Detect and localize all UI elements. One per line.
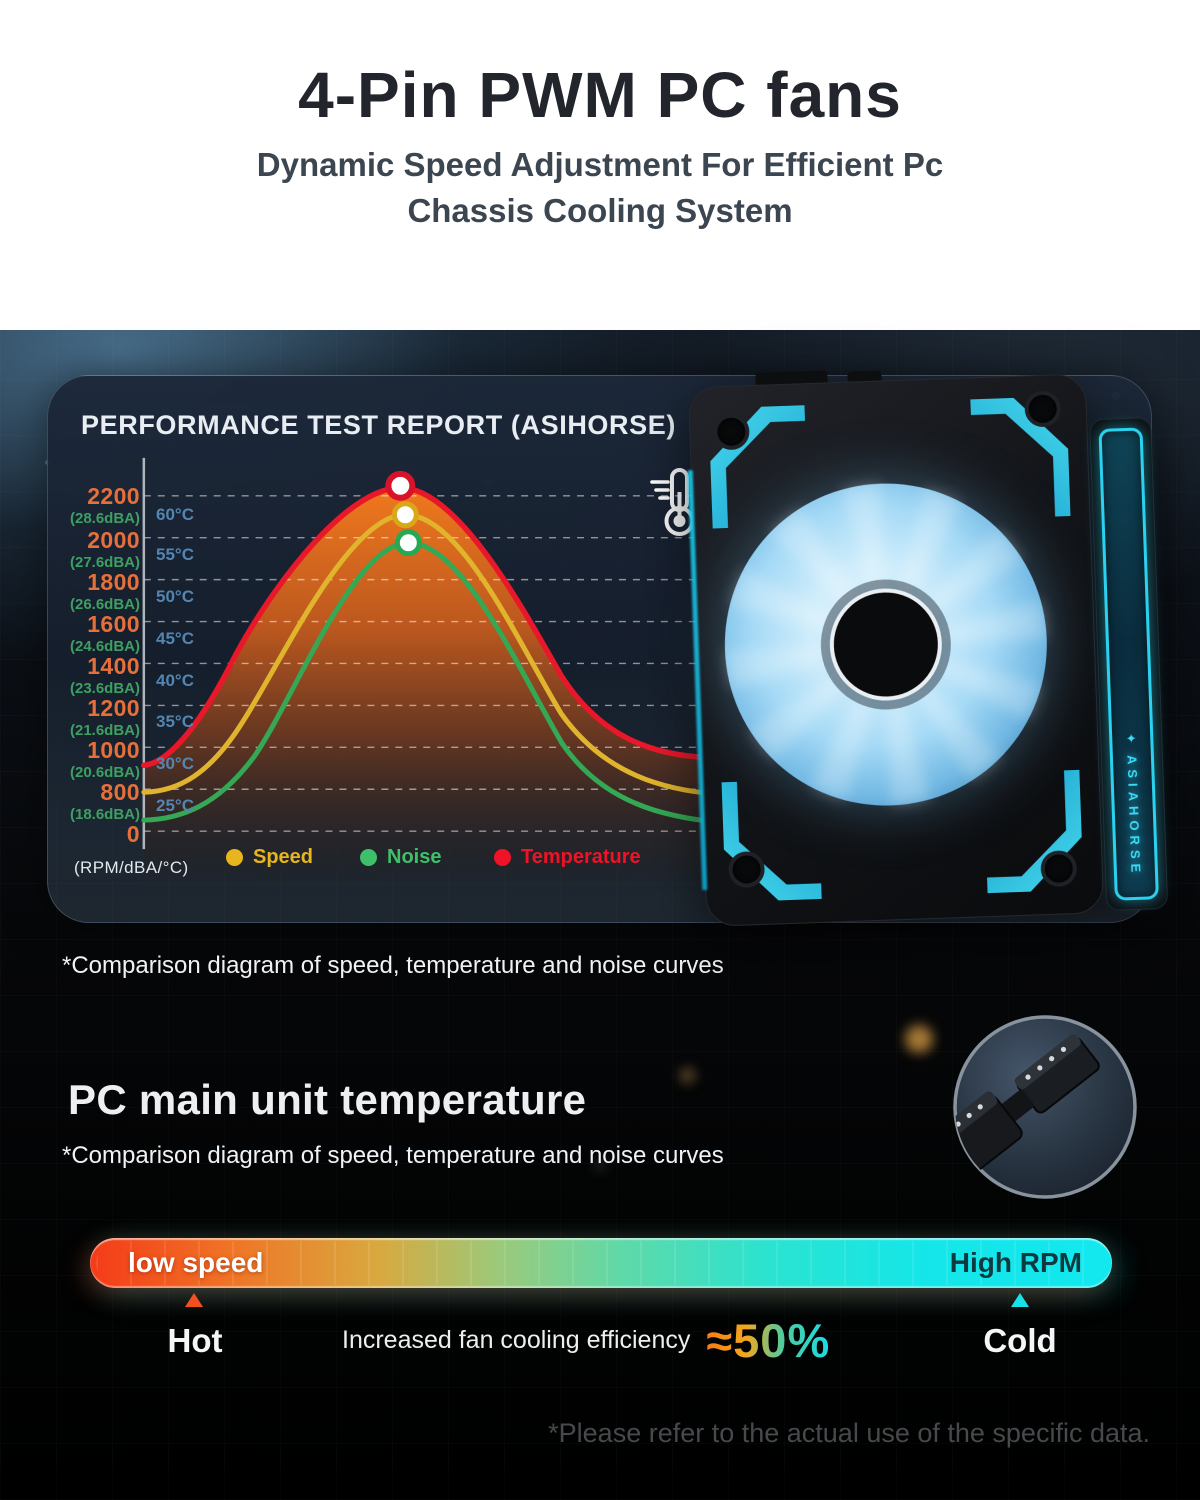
speed-gradient-bar: low speed High RPM: [90, 1238, 1112, 1288]
y-label-row: 1600 (24.6dBA): [69, 611, 140, 655]
chart-caption: *Comparison diagram of speed, temperatur…: [62, 952, 724, 979]
low-speed-label: low speed: [128, 1247, 264, 1278]
temp-tick: 40°C: [156, 671, 194, 690]
bokeh-dot: [595, 1160, 605, 1170]
footer-disclaimer: *Please refer to the actual use of the s…: [548, 1418, 1150, 1448]
speed-legend-dot-icon: [226, 849, 243, 866]
page-title: 4-Pin PWM PC fans: [298, 59, 902, 131]
axis-units-label: (RPM/dBA/°C): [74, 858, 189, 877]
efficiency-value: ≈50%: [706, 1313, 831, 1367]
y-label-row: 1000 (20.6dBA): [69, 737, 140, 781]
efficiency-statement: Increased fan cooling efficiency ≈50%: [342, 1308, 830, 1372]
asiahorse-logo-icon: ✦: [1125, 730, 1137, 746]
noise-peak-dot: [394, 529, 422, 557]
cold-label: Cold: [983, 1322, 1057, 1359]
bokeh-dot: [680, 1068, 695, 1083]
legend-item-speed: Speed: [226, 846, 313, 869]
y-label-row: 1800 (26.6dBA): [69, 569, 140, 613]
temperature-legend-dot-icon: [494, 849, 511, 866]
gridlines: [143, 495, 1065, 832]
y-label-row: 1400 (23.6dBA): [69, 653, 140, 697]
legend-label: Temperature: [521, 846, 641, 868]
header: 4-Pin PWM PC fans Dynamic Speed Adjustme…: [0, 0, 1200, 330]
subtitle-line-2: Chassis Cooling System: [407, 191, 793, 229]
dark-section: PERFORMANCE TEST REPORT (ASIHORSE): [0, 330, 1200, 1500]
fan-brand-text: ASIAHORSE: [1124, 754, 1144, 878]
report-title: PERFORMANCE TEST REPORT (ASIHORSE): [81, 410, 676, 440]
temp-tick: 60°C: [156, 505, 194, 524]
temp-tick: 50°C: [156, 587, 194, 606]
temp-tick: 45°C: [156, 629, 194, 648]
temp-tick: 25°C: [156, 796, 194, 815]
hot-marker-icon: [185, 1293, 203, 1307]
performance-chart: [141, 457, 1065, 896]
speed-peak-dot: [391, 501, 419, 529]
y-label-row: 2200 (28.6dBA): [69, 483, 140, 527]
y-label-row: 1200 (21.6dBA): [69, 695, 140, 739]
y-label-row: 2000 (27.6dBA): [69, 527, 140, 571]
cold-marker-icon: [1011, 1293, 1029, 1307]
fan-side-light-bar: ✦ ASIAHORSE: [1098, 427, 1159, 901]
legend-label: Speed: [253, 846, 314, 868]
bokeh-dot: [905, 1025, 933, 1053]
temp-tick: 35°C: [156, 712, 194, 731]
y-label-row: 800 (18.6dBA): [69, 779, 140, 823]
subtitle-line-1: Dynamic Speed Adjustment For Efficient P…: [256, 146, 944, 183]
legend-item-temperature: Temperature: [494, 846, 641, 869]
noise-legend-dot-icon: [360, 849, 377, 866]
pwm-connector-badge: [950, 1015, 1137, 1202]
temperature-peak-dot: [385, 470, 416, 501]
legend-label: Noise: [387, 846, 442, 868]
high-rpm-label: High RPM: [949, 1247, 1082, 1278]
y-label-row: 0: [126, 821, 140, 847]
fan-brand: ✦ ASIAHORSE: [1112, 730, 1155, 878]
efficiency-text: Increased fan cooling efficiency: [342, 1325, 691, 1354]
legend-item-noise: Noise: [360, 846, 441, 869]
page-subtitle: Dynamic Speed Adjustment For Efficient P…: [0, 142, 1200, 233]
temp-tick: 55°C: [156, 545, 194, 564]
section-caption: *Comparison diagram of speed, temperatur…: [62, 1142, 724, 1169]
hot-label: Hot: [167, 1322, 223, 1359]
section-title: PC main unit temperature: [68, 1076, 587, 1123]
temperature-area-fill: [143, 487, 719, 896]
temp-tick: 30°C: [156, 754, 194, 773]
fan-product-image: ✦ ASIAHORSE: [687, 359, 1171, 937]
